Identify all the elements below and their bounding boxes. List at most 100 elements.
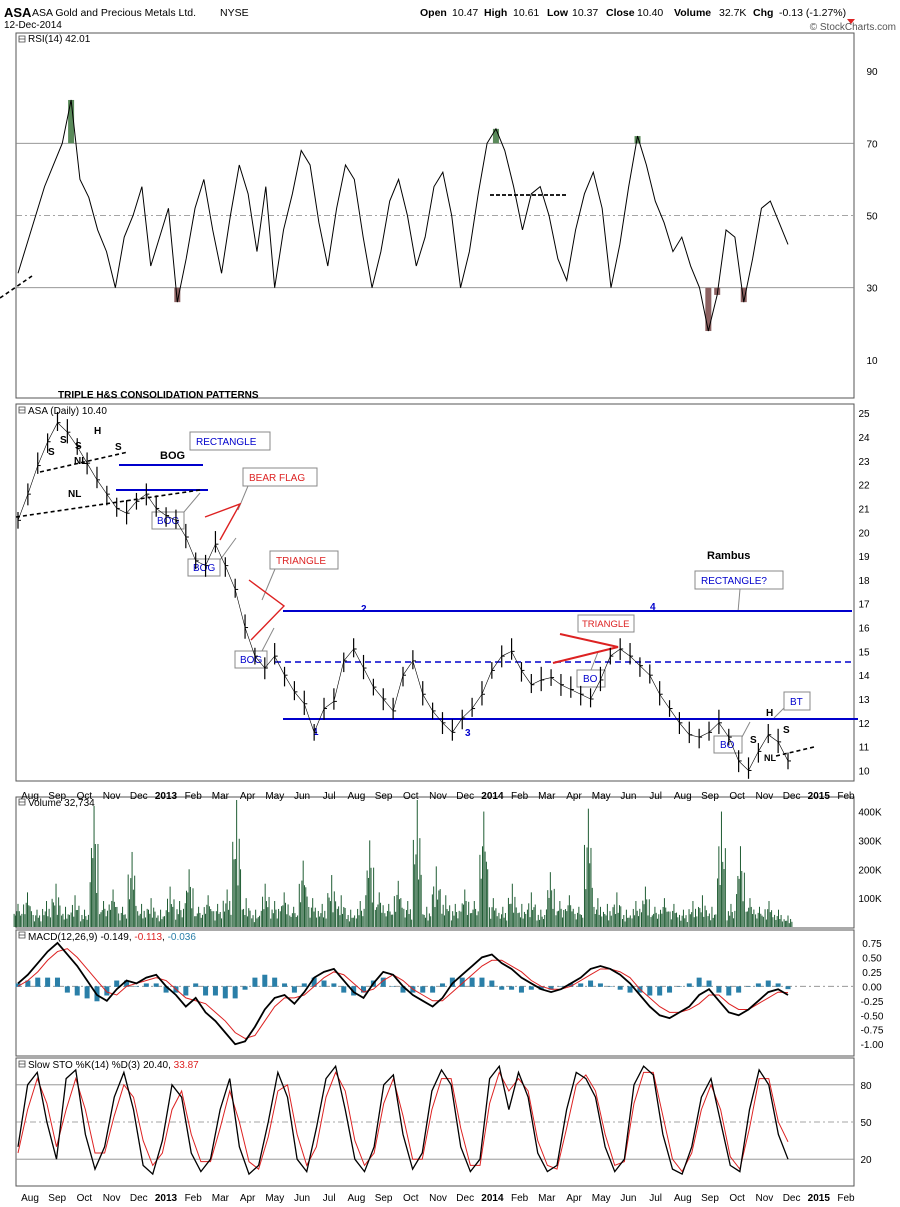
chg-label: Chg	[753, 7, 773, 19]
brand-watermark: © StockCharts.com	[810, 22, 896, 33]
callout-pointer	[741, 721, 751, 738]
panel-toggle-icon[interactable]	[18, 35, 26, 43]
pattern-label: S	[48, 447, 55, 458]
callout-bog-3: BOG	[234, 627, 275, 669]
month-axis-label: May	[265, 791, 284, 802]
stochastic-title-label: Slow STO %K(14) %D(3)	[28, 1060, 140, 1071]
month-axis-label: Feb	[511, 1193, 529, 1204]
callout-pointer	[590, 651, 599, 671]
callout-bear-flag: BEAR FLAG	[237, 467, 318, 511]
pattern-label: S	[750, 735, 757, 746]
month-axis-label: Aug	[21, 791, 39, 802]
macd-histogram-bar	[84, 986, 90, 999]
macd-histogram-bar	[736, 986, 742, 993]
month-axis-label: Nov	[429, 791, 447, 802]
macd-histogram-bar	[726, 986, 732, 996]
macd-tick-label: -1.00	[861, 1040, 884, 1051]
touch-number: 3	[465, 728, 471, 739]
close-value: 10.40	[637, 7, 663, 19]
macd-histogram-bar	[400, 986, 406, 993]
price-tick-label: 14	[858, 671, 870, 682]
panel-toggle-icon[interactable]	[18, 1060, 26, 1068]
price-tick-label: 12	[858, 719, 870, 730]
macd-histogram-bar	[232, 986, 238, 999]
macd-tick-label: 0.00	[862, 982, 882, 993]
pattern-label: NL	[68, 489, 81, 500]
month-axis-label: May	[592, 791, 611, 802]
price-tick-label: 19	[858, 552, 870, 563]
month-axis-label: Apr	[240, 1193, 256, 1204]
volume-tick-label: 100K	[858, 894, 882, 905]
macd-histogram-bar	[439, 983, 445, 987]
month-axis-label: Sep	[701, 1193, 719, 1204]
rsi-panel-title: RSI(14) 42.01	[28, 34, 91, 45]
callout-box	[189, 431, 271, 451]
month-axis-label: Aug	[674, 1193, 692, 1204]
rsi-oversold-fill	[740, 287, 747, 303]
callout-pointer	[183, 492, 201, 513]
close-label: Close	[606, 7, 635, 19]
month-axis-label: Jul	[649, 1193, 662, 1204]
panel-toggle-icon[interactable]	[18, 406, 26, 414]
macd-separator: ,	[162, 932, 168, 943]
month-axis-label: Feb	[185, 1193, 203, 1204]
price-panel-title: ASA (Daily) 10.40	[28, 406, 107, 417]
month-axis-label: Feb	[185, 791, 203, 802]
macd-histogram-bar	[252, 977, 258, 987]
month-axis-label: Jun	[294, 1193, 310, 1204]
month-axis-label: Jul	[323, 1193, 336, 1204]
macd-histogram-bar	[479, 977, 485, 987]
callout-text: RECTANGLE	[196, 437, 257, 448]
month-axis-label: Oct	[77, 791, 93, 802]
rsi-overbought-fill	[634, 136, 641, 144]
pattern-label: S	[115, 442, 122, 453]
month-axis-label: May	[592, 1193, 611, 1204]
macd-histogram-bar	[578, 983, 584, 987]
stochastic-tick-label: 50	[860, 1118, 872, 1129]
triangle-lines	[248, 579, 286, 641]
callout-box	[234, 650, 268, 669]
stochastic-panel-frame	[15, 1057, 855, 1187]
callout-text: BOG	[157, 516, 179, 527]
stochastic-d-line	[17, 1071, 789, 1173]
pattern-label: S	[783, 725, 790, 736]
triangle-lines	[552, 633, 619, 664]
macd-histogram-bar	[509, 986, 515, 990]
callout-box	[269, 550, 339, 570]
callout-triangle-2: TRIANGLE	[577, 614, 635, 633]
month-axis-label: Mar	[538, 791, 556, 802]
macd-tick-label: -0.75	[861, 1026, 884, 1037]
panel-toggle-icon[interactable]	[18, 798, 26, 806]
macd-histogram-bar	[74, 986, 80, 996]
macd-histogram-bar	[124, 980, 130, 987]
month-axis-label: Sep	[375, 1193, 393, 1204]
callout-bo-1: BO	[576, 651, 606, 688]
price-tick-label: 11	[859, 743, 870, 754]
month-axis-label: Mar	[212, 1193, 230, 1204]
high-value: 10.61	[513, 7, 539, 19]
callout-pointer	[237, 485, 249, 511]
macd-tick-label: -0.25	[861, 997, 884, 1008]
price-annotations: TRIPLE H&S CONSOLIDATION PATTERNS RECTAN…	[48, 390, 811, 763]
macd-histogram-bar	[627, 986, 633, 993]
macd-histogram-bar	[746, 986, 752, 987]
price-tick-label: 18	[858, 576, 870, 587]
month-axis-label: Sep	[375, 791, 393, 802]
panel-toggle-icon[interactable]	[18, 931, 26, 939]
rsi-line	[17, 99, 789, 332]
month-axis-label: Dec	[783, 1193, 801, 1204]
pattern-label: H	[766, 708, 773, 719]
high-label: High	[484, 7, 507, 19]
rsi-tick-label: 30	[866, 284, 878, 295]
callout-text: TRIANGLE	[276, 556, 326, 567]
open-value: 10.47	[452, 7, 478, 19]
macd-histogram-bar	[499, 986, 505, 990]
bear-flag-lines	[204, 502, 242, 541]
macd-histogram-bar	[430, 986, 436, 993]
macd-tick-label: 0.50	[862, 953, 882, 964]
macd-histogram-bar	[25, 980, 31, 987]
volume-panel-title: Volume 32,734	[28, 798, 95, 809]
macd-histogram-bar	[489, 980, 495, 987]
month-axis-label: Nov	[103, 791, 121, 802]
